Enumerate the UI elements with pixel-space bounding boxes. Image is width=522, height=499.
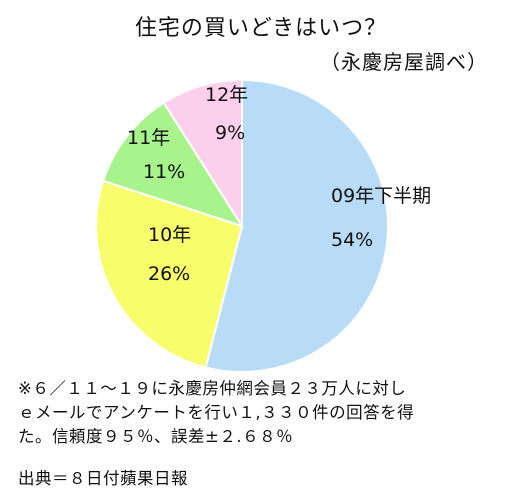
source-note: 出典＝８日付蘋果日報 — [18, 469, 188, 488]
pie-slice — [162, 78, 243, 230]
slice-label: 11年 — [127, 127, 170, 149]
chart-subtitle: （永慶房屋調べ） — [320, 50, 488, 74]
slice-value-label: 54% — [331, 229, 373, 251]
survey-note: ※６／１１～１９に永慶房仲網会員２３万人に対し ｅメールでアンケートを行い１,３… — [18, 377, 514, 449]
pie-slice — [204, 78, 390, 373]
slice-label: 12年 — [205, 84, 248, 106]
pie-slice — [101, 101, 245, 228]
slice-value-label: 26% — [148, 263, 190, 285]
survey-note-line-2: ｅメールでアンケートを行い１,３３０件の回答を得 — [18, 403, 415, 422]
slice-label: 10年 — [148, 224, 191, 246]
slice-value-label: 11% — [143, 161, 185, 183]
chart-title: 住宅の買いどきはいつ？ — [134, 16, 388, 41]
slice-value-label: 9% — [215, 122, 245, 144]
survey-note-line-1: ※６／１１～１９に永慶房仲網会員２３万人に対し — [18, 379, 407, 398]
survey-note-line-3: た。信頼度９５％、誤差±２.６８％ — [18, 427, 294, 446]
slice-label: 09年下半期 — [331, 185, 431, 207]
pie-slice — [95, 179, 244, 369]
